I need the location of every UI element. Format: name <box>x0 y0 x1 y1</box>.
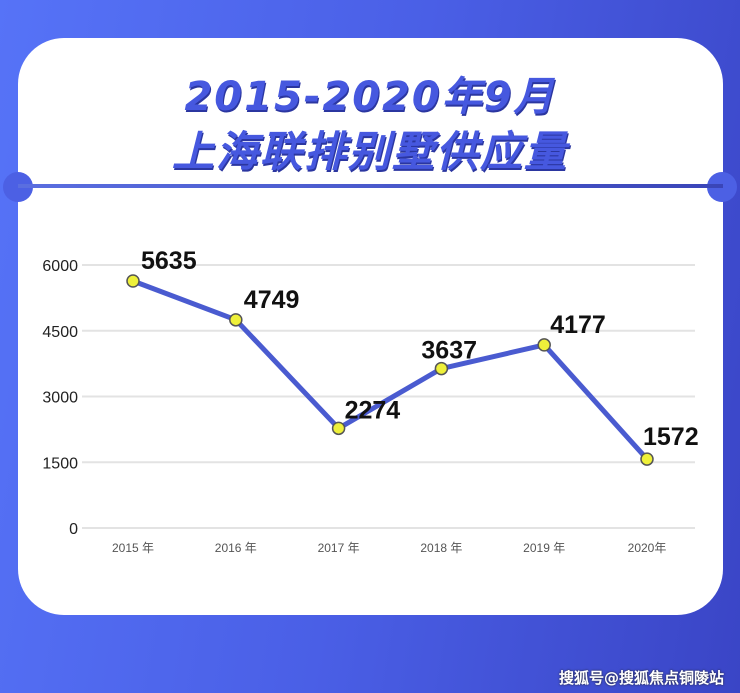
x-tick-label: 2019 年 <box>523 541 565 555</box>
data-label: 3637 <box>421 337 477 365</box>
data-point <box>537 338 551 352</box>
divider <box>18 184 723 188</box>
y-tick-label: 3000 <box>42 390 78 407</box>
x-tick-label: 2018 年 <box>420 541 462 555</box>
data-point <box>331 421 346 436</box>
data-point <box>434 361 449 376</box>
x-tick-label: 2015 年 <box>112 541 154 555</box>
data-label: 1572 <box>643 423 699 451</box>
data-point <box>126 274 140 288</box>
x-tick-label: 2020年 <box>628 541 667 555</box>
chart-card <box>18 38 723 615</box>
data-label: 4749 <box>244 286 300 314</box>
series-line <box>132 278 649 461</box>
y-tick-label: 0 <box>69 521 78 538</box>
y-tick-label: 4500 <box>42 324 78 341</box>
data-point <box>640 452 654 466</box>
y-tick-label: 6000 <box>42 258 78 275</box>
title-line-1: 2015-2020年9月 <box>184 74 556 120</box>
data-label: 2274 <box>345 396 401 424</box>
x-tick-label: 2016 年 <box>215 541 257 555</box>
y-tick-label: 1500 <box>42 455 78 472</box>
title-line-2: 上海联排别墅供应量 <box>171 127 568 176</box>
watermark: 搜狐号@搜狐焦点铜陵站 <box>558 669 724 687</box>
data-label: 4177 <box>550 311 606 339</box>
data-label: 5635 <box>141 247 197 275</box>
data-point <box>229 313 243 327</box>
x-tick-label: 2017 年 <box>318 541 360 555</box>
